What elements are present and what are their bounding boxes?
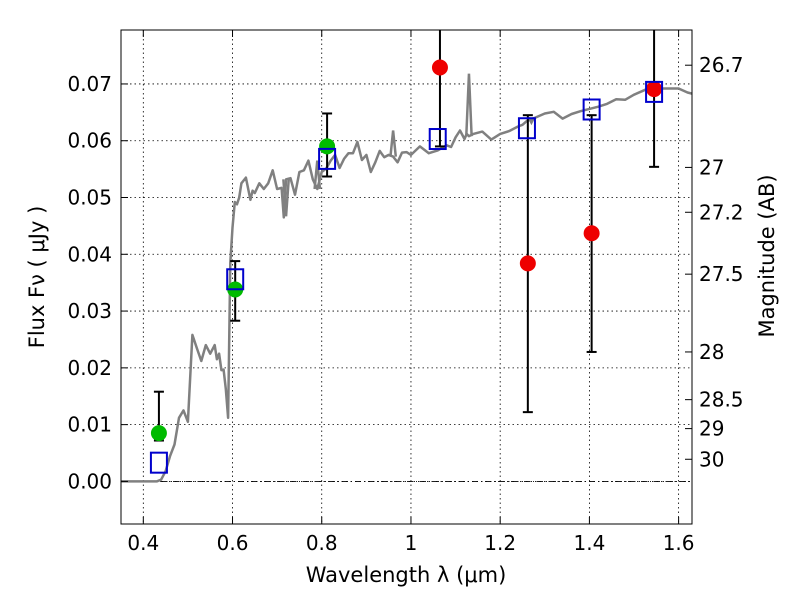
synthetic-point <box>582 98 601 121</box>
detected-point <box>150 425 167 442</box>
model-sed-curve <box>121 85 693 483</box>
right-tick-label: 26.7 <box>699 53 744 77</box>
model-sed-spike <box>465 73 473 137</box>
y-axis-label: Flux Fν ( μJy ) <box>25 206 49 349</box>
synthetic-point <box>428 128 447 151</box>
right-tick-label: 30 <box>699 447 724 471</box>
synthetic-point <box>645 80 664 103</box>
x-tick-label: 1.6 <box>663 531 695 555</box>
synthetic-point <box>149 451 168 474</box>
y-tick-label: 0.06 <box>67 129 112 153</box>
right-axis-label: Magnitude (AB) <box>755 174 779 337</box>
right-tick-label: 27.2 <box>699 200 744 224</box>
synthetic-point <box>517 117 536 140</box>
synthetic-point <box>226 268 245 291</box>
photometry-points <box>149 59 664 474</box>
model-sed-spike <box>389 130 398 157</box>
x-tick-label: 1 <box>405 531 418 555</box>
plot-frame <box>120 29 693 525</box>
x-tick-label: 1.2 <box>484 531 516 555</box>
undetected-point <box>519 255 536 272</box>
model-sed <box>121 73 693 483</box>
x-tick-label: 0.4 <box>127 531 159 555</box>
y-tick-label: 0.07 <box>67 72 112 96</box>
y-tick-label: 0.01 <box>67 413 112 437</box>
right-tick-label: 27 <box>699 155 724 179</box>
y-tick-label: 0.05 <box>67 186 112 210</box>
x-tick-label: 0.6 <box>217 531 249 555</box>
x-tick-label: 1.4 <box>573 531 605 555</box>
synthetic-point <box>318 147 337 170</box>
detected-point <box>319 138 336 155</box>
right-tick-label: 28 <box>699 340 724 364</box>
undetected-point <box>583 225 600 242</box>
model-sed-spike <box>282 179 290 217</box>
x-tick-label: 0.8 <box>306 531 338 555</box>
y-tick-label: 0.03 <box>67 299 112 323</box>
x-axis-label: Wavelength λ (μm) <box>306 563 507 587</box>
axis-ticks: 0.4 0.6 0.8 1 1.2 1.4 1.6 0.00 0.01 0.02 0.03 0.04 0… <box>67 30 744 555</box>
model-sed-spike <box>313 160 322 190</box>
y-tick-label: 0.00 <box>67 469 112 493</box>
right-tick-label: 27.5 <box>699 262 744 286</box>
undetected-point <box>646 81 663 98</box>
undetected-point <box>431 59 448 76</box>
right-tick-label: 28.5 <box>699 388 744 412</box>
y-tick-label: 0.02 <box>67 356 112 380</box>
right-tick-label: 29 <box>699 417 724 441</box>
y-tick-label: 0.04 <box>67 242 112 266</box>
